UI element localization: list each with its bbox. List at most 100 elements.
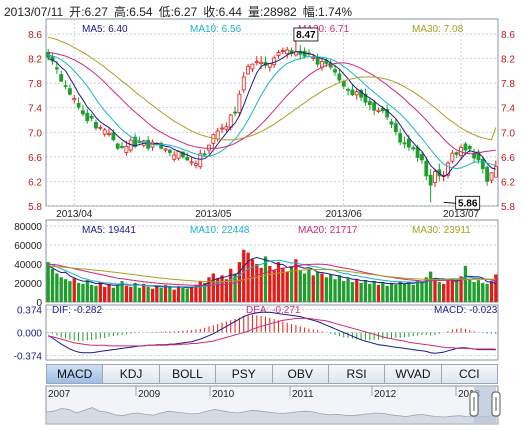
candle-body bbox=[89, 115, 94, 119]
price-legend-item: MA10: 6.56 bbox=[190, 24, 242, 35]
candle-body bbox=[215, 130, 220, 140]
volume-bar bbox=[424, 277, 428, 302]
candle-body bbox=[359, 90, 364, 98]
candle-body bbox=[315, 56, 320, 65]
volume-bar bbox=[324, 277, 328, 302]
volume-bar bbox=[150, 288, 155, 302]
volume-bar bbox=[494, 274, 498, 302]
volume-bar bbox=[137, 287, 142, 302]
candle-body bbox=[202, 153, 207, 156]
volume-bar bbox=[129, 286, 133, 302]
tab-cci[interactable]: CCI bbox=[458, 367, 480, 381]
candle-body bbox=[285, 49, 290, 55]
volume-bar bbox=[281, 267, 285, 302]
high-value: 6.54 bbox=[129, 5, 153, 19]
candle-body bbox=[180, 151, 185, 158]
timeline-year-label: 2012 bbox=[374, 389, 397, 400]
volume-bar bbox=[185, 288, 189, 302]
volume-bar bbox=[172, 289, 176, 302]
candle-body bbox=[67, 88, 72, 95]
volume-bar bbox=[59, 277, 63, 302]
volume-y-tick: 0 bbox=[36, 298, 42, 309]
volume-bar bbox=[68, 281, 72, 302]
volume-bar bbox=[250, 259, 255, 302]
volume-bar bbox=[337, 275, 342, 302]
volume-bar bbox=[268, 265, 272, 302]
tab-macd[interactable]: MACD bbox=[47, 365, 104, 383]
price-x-tick: 2013/06 bbox=[326, 209, 363, 220]
macd-panel: 0.374 0.000 -0.374 DIF: -0.282 DEA: -0.271 MA… bbox=[14, 304, 499, 362]
volume-bar bbox=[329, 274, 333, 302]
timeline-year-label: 2011 bbox=[292, 389, 314, 400]
price-y-tick-right: 7.0 bbox=[501, 128, 515, 139]
candle-body bbox=[450, 152, 455, 162]
volume-bar bbox=[394, 284, 398, 302]
tab-psy[interactable]: PSY bbox=[216, 365, 273, 383]
candle-body bbox=[424, 160, 429, 177]
volume-bar bbox=[233, 273, 237, 302]
volume-bar bbox=[289, 265, 294, 302]
candle-body bbox=[220, 127, 224, 130]
tab-obv[interactable]: OBV bbox=[273, 365, 329, 383]
candle-body bbox=[420, 153, 424, 161]
volume-bar bbox=[103, 286, 107, 302]
price-y-tick-right: 6.6 bbox=[501, 153, 515, 164]
volume-bar bbox=[76, 283, 81, 302]
candle-body bbox=[120, 146, 124, 148]
price-annotation-label: 5.86 bbox=[458, 198, 478, 209]
macd-y-tick: 0.374 bbox=[17, 306, 42, 317]
candle-body bbox=[411, 147, 416, 150]
volume-bar bbox=[381, 282, 385, 302]
candle-body bbox=[363, 93, 368, 103]
volume-bar bbox=[189, 286, 194, 302]
volume-bar bbox=[263, 256, 268, 302]
candle-body bbox=[250, 63, 255, 70]
candle-body bbox=[85, 112, 90, 122]
tab-boll[interactable]: BOLL bbox=[160, 365, 217, 383]
volume-bar bbox=[385, 285, 389, 302]
candle-body bbox=[241, 76, 246, 91]
volume-bar bbox=[442, 283, 446, 302]
price-y-tick-left: 7.0 bbox=[28, 128, 42, 139]
volume-bar bbox=[428, 271, 433, 302]
tab-wvad[interactable]: WVAD bbox=[385, 365, 442, 383]
candle-body bbox=[159, 142, 164, 149]
annotation-box bbox=[293, 27, 319, 42]
low-value: 6.27 bbox=[173, 5, 198, 19]
price-x-tick: 2013/07 bbox=[443, 209, 480, 220]
change-label: 幅: bbox=[302, 5, 319, 19]
macd-dea-legend: DEA: -0.271 bbox=[246, 305, 301, 316]
volume-bar bbox=[255, 264, 259, 302]
annotation-box bbox=[455, 195, 481, 210]
candle-body bbox=[311, 56, 316, 59]
volume-bar bbox=[450, 278, 455, 302]
volume-bar bbox=[198, 281, 202, 302]
volume-legend-item: MA30: 23911 bbox=[412, 225, 471, 236]
price-panel: 5.8 5.8 6.2 6.2 6.6 6.6 7.0 7.0 7.4 7.4 7.8 7.8 8.2 8… bbox=[28, 18, 515, 220]
candle-body bbox=[350, 89, 355, 96]
quote-date: 2013/07/11 bbox=[4, 5, 64, 19]
price-ma20-line bbox=[48, 51, 496, 155]
candle-body bbox=[454, 152, 459, 155]
annotation-leader bbox=[443, 201, 456, 204]
timeline-navigator[interactable]: 2007 2009 2010 2011 2012 2013 bbox=[45, 385, 501, 425]
candle-body bbox=[59, 74, 64, 82]
volume-bar bbox=[320, 273, 324, 302]
volume-bar bbox=[459, 276, 463, 302]
change-value: 1.74% bbox=[318, 5, 353, 19]
volume-bar bbox=[146, 286, 150, 302]
volume-bar bbox=[259, 267, 263, 302]
volume-bar bbox=[107, 283, 111, 302]
tab-kdj[interactable]: KDJ bbox=[103, 365, 160, 383]
volume-bar bbox=[168, 286, 172, 302]
tab-rsi[interactable]: RSI bbox=[329, 365, 386, 383]
candle-body bbox=[385, 109, 390, 118]
candle-body bbox=[493, 166, 498, 178]
candle-body bbox=[246, 66, 251, 75]
candle-body bbox=[81, 110, 85, 115]
volume-bar bbox=[476, 280, 481, 302]
volume-bar bbox=[389, 283, 394, 302]
volume-bar bbox=[194, 284, 198, 302]
volume-bar bbox=[350, 282, 355, 302]
